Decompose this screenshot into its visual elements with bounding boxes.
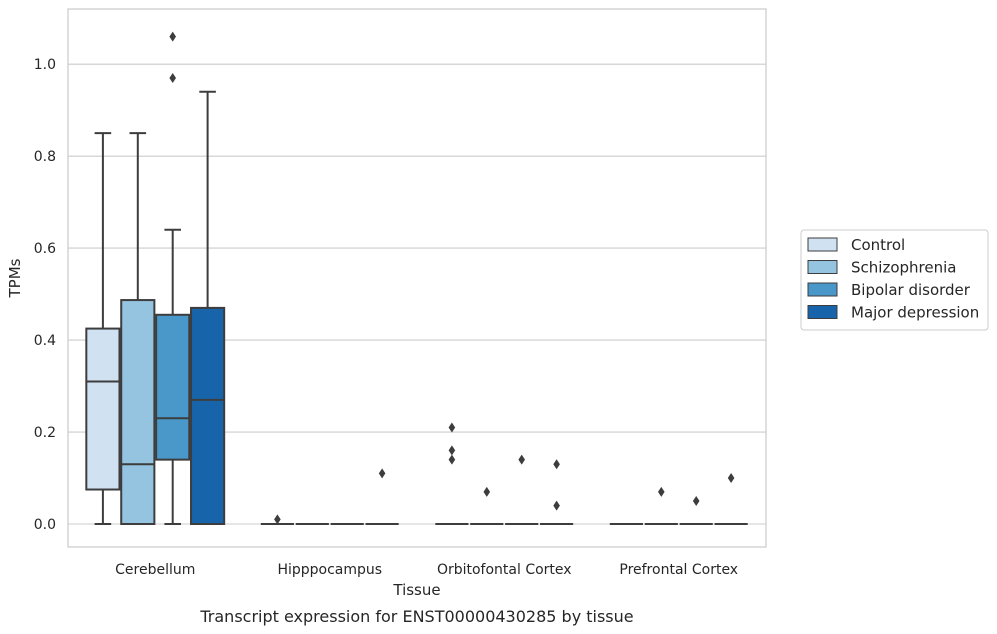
outlier-point (553, 500, 560, 511)
x-tick-label: Prefrontal Cortex (619, 562, 738, 578)
outlier-point (169, 72, 176, 83)
y-tick-label: 0.6 (34, 241, 56, 257)
box-0-2 (155, 31, 191, 526)
outlier-point (692, 496, 700, 507)
box-2-3 (540, 459, 574, 526)
x-tick-label: Cerebellum (115, 562, 195, 578)
box-iqr (85, 327, 121, 491)
box-2-2 (505, 454, 539, 526)
legend-label: Bipolar disorder (851, 281, 971, 299)
outlier-point (378, 468, 386, 479)
legend-label: Control (851, 236, 905, 254)
plot-area (85, 31, 748, 526)
y-tick-label: 0.4 (34, 333, 56, 349)
legend-label: Major depression (851, 304, 979, 322)
x-axis-label: Tissue (392, 581, 440, 599)
box-1-0 (260, 514, 294, 526)
box-iqr (155, 313, 191, 461)
legend-swatch (807, 260, 838, 274)
outlier-point (727, 473, 735, 484)
y-tick-label: 0.8 (34, 149, 56, 165)
y-tick-label: 0.2 (34, 425, 56, 441)
legend-swatch (807, 282, 838, 297)
outlier-point (518, 454, 525, 465)
x-axis-ticks: Cerebellum Hipppocampus Orbitofontal Corte… (115, 562, 738, 578)
outlier-point (658, 486, 665, 497)
y-axis-label: TPMs (6, 258, 24, 298)
x-tick-label: Hipppocampus (277, 562, 382, 578)
plot-frame (67, 8, 767, 548)
box-iqr (120, 299, 156, 526)
outlier-point (169, 31, 176, 42)
y-tick-label: 1.0 (34, 57, 56, 73)
outlier-point (274, 514, 281, 525)
box-2-0 (435, 422, 469, 526)
y-tick-label: 0.0 (34, 517, 56, 533)
legend-label: Schizophrenia (851, 259, 956, 277)
box-1-3 (365, 468, 399, 526)
x-tick-label: Orbitofontal Cortex (437, 562, 572, 578)
legend-swatch (807, 305, 838, 319)
box-3-2 (679, 496, 713, 526)
box-3-1 (644, 486, 678, 526)
box-0-1 (120, 132, 156, 526)
box-iqr (190, 306, 226, 526)
box-3-3 (714, 473, 748, 526)
box-0-3 (190, 90, 226, 526)
outlier-point (553, 459, 560, 470)
legend-swatch (807, 237, 838, 252)
legend: Control Schizophrenia Bipolar disorder Majo… (800, 229, 989, 331)
y-axis-ticks: 0.0 0.2 0.4 0.6 0.8 1.0 (34, 57, 56, 533)
legend-frame (800, 229, 989, 331)
outlier-point (448, 454, 456, 465)
chart-caption: Transcript expression for ENST0000043028… (199, 607, 633, 626)
box-0-0 (85, 132, 121, 526)
outlier-point (448, 445, 456, 456)
outlier-point (448, 422, 456, 433)
box-2-1 (470, 486, 504, 526)
outlier-point (483, 486, 491, 497)
